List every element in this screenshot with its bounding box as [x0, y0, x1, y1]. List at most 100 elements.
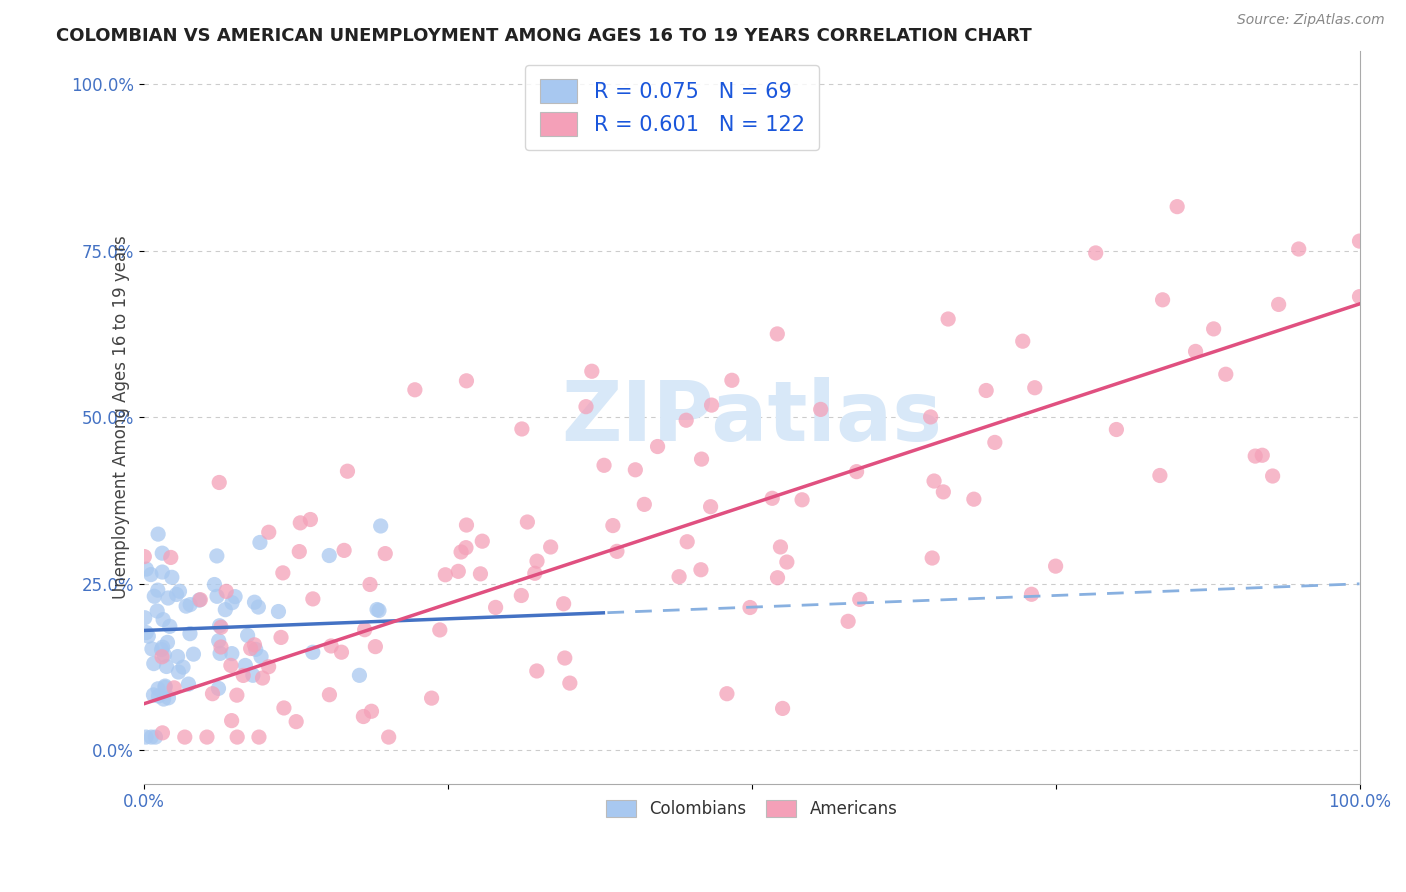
- Point: [761, 491, 783, 506]
- Point: [273, 701, 295, 715]
- Point: [152, 692, 174, 706]
- Point: [936, 312, 959, 326]
- Point: [360, 704, 382, 718]
- Point: [1251, 448, 1274, 462]
- Point: [201, 687, 224, 701]
- Point: [845, 465, 868, 479]
- Point: [447, 565, 470, 579]
- Point: [183, 647, 205, 661]
- Point: [156, 635, 179, 649]
- Point: [848, 592, 870, 607]
- Point: [1021, 587, 1043, 601]
- Point: [510, 422, 533, 436]
- Point: [247, 730, 270, 744]
- Point: [179, 598, 201, 612]
- Point: [319, 639, 342, 653]
- Point: [247, 600, 270, 615]
- Point: [150, 546, 173, 560]
- Point: [359, 577, 381, 591]
- Point: [160, 570, 183, 584]
- Point: [470, 566, 492, 581]
- Point: [166, 587, 188, 601]
- Point: [152, 726, 174, 740]
- Point: [135, 562, 157, 576]
- Point: [159, 619, 181, 633]
- Point: [377, 730, 399, 744]
- Point: [776, 555, 799, 569]
- Point: [366, 602, 388, 616]
- Point: [1348, 234, 1371, 248]
- Point: [974, 384, 997, 398]
- Point: [236, 628, 259, 642]
- Point: [318, 549, 340, 563]
- Point: [208, 633, 231, 648]
- Point: [920, 409, 942, 424]
- Point: [153, 681, 176, 695]
- Point: [134, 611, 156, 625]
- Point: [404, 383, 426, 397]
- Point: [429, 623, 451, 637]
- Point: [963, 492, 986, 507]
- Point: [602, 518, 624, 533]
- Point: [624, 463, 647, 477]
- Point: [575, 400, 598, 414]
- Point: [484, 600, 506, 615]
- Point: [336, 464, 359, 478]
- Point: [553, 597, 575, 611]
- Point: [1149, 468, 1171, 483]
- Point: [1045, 559, 1067, 574]
- Point: [208, 619, 231, 633]
- Point: [242, 668, 264, 682]
- Point: [1084, 246, 1107, 260]
- Point: [188, 593, 211, 607]
- Point: [152, 613, 174, 627]
- Text: ZIPatlas: ZIPatlas: [561, 376, 942, 458]
- Point: [301, 645, 323, 659]
- Point: [155, 659, 177, 673]
- Point: [235, 658, 257, 673]
- Point: [172, 660, 194, 674]
- Point: [581, 364, 603, 378]
- Point: [921, 551, 943, 566]
- Point: [766, 326, 789, 341]
- Point: [157, 591, 180, 605]
- Point: [221, 647, 243, 661]
- Point: [1024, 381, 1046, 395]
- Point: [633, 497, 655, 511]
- Point: [675, 413, 697, 427]
- Point: [145, 730, 167, 744]
- Point: [153, 679, 176, 693]
- Point: [163, 681, 186, 695]
- Point: [224, 590, 246, 604]
- Point: [593, 458, 616, 473]
- Point: [148, 689, 170, 703]
- Point: [699, 500, 721, 514]
- Point: [368, 603, 391, 617]
- Point: [790, 492, 813, 507]
- Point: [243, 595, 266, 609]
- Point: [984, 435, 1007, 450]
- Point: [150, 565, 173, 579]
- Point: [215, 584, 238, 599]
- Point: [456, 374, 478, 388]
- Point: [349, 668, 371, 682]
- Point: [150, 649, 173, 664]
- Point: [250, 649, 273, 664]
- Point: [177, 677, 200, 691]
- Point: [179, 626, 201, 640]
- Point: [136, 629, 159, 643]
- Point: [207, 681, 229, 696]
- Point: [526, 554, 548, 568]
- Point: [690, 563, 713, 577]
- Point: [523, 566, 546, 581]
- Point: [139, 567, 162, 582]
- Point: [142, 688, 165, 702]
- Point: [353, 623, 375, 637]
- Point: [554, 651, 576, 665]
- Point: [152, 640, 174, 655]
- Point: [135, 730, 157, 744]
- Point: [209, 640, 232, 654]
- Point: [188, 592, 211, 607]
- Point: [434, 567, 457, 582]
- Point: [1184, 344, 1206, 359]
